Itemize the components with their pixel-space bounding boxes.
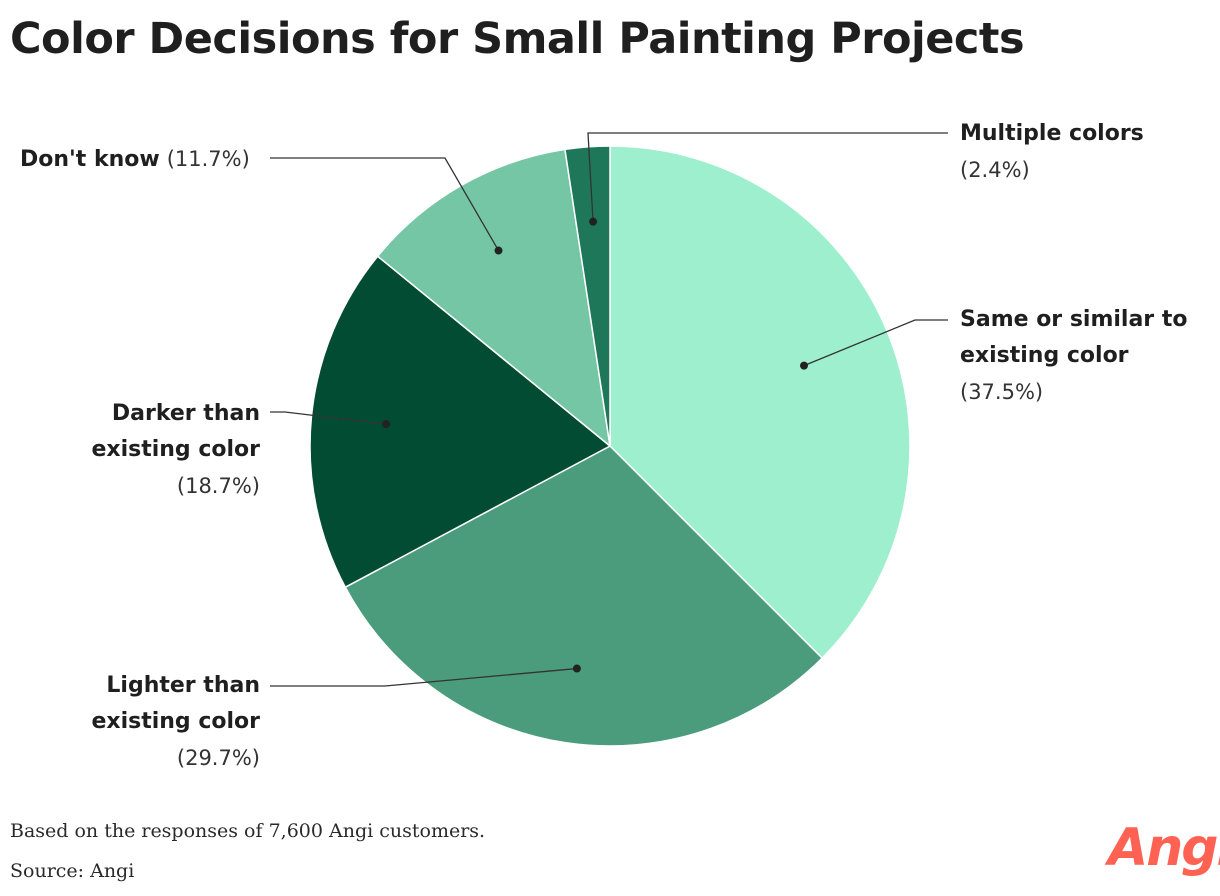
pie-slice-darker-than-existing-color xyxy=(309,255,612,589)
label-darker-line1: Darker than xyxy=(111,401,260,426)
label-multiple-pct: (2.4%) xyxy=(960,158,1030,182)
leader-dot xyxy=(494,246,503,255)
label-same-line2: existing color xyxy=(960,343,1129,368)
label-dontknow-pct: (11.7%) xyxy=(166,147,250,171)
label-multiple-name: Multiple colors xyxy=(960,121,1144,146)
label-dontknow-name: Don't know xyxy=(20,147,160,172)
leader-line xyxy=(270,157,500,251)
label-dont-know: Don't know (11.7%) xyxy=(20,141,250,178)
label-lighter-pct: (29.7%) xyxy=(176,746,260,770)
chart-title: Color Decisions for Small Painting Proje… xyxy=(10,14,1025,64)
leader-dot xyxy=(382,420,391,429)
leader-line xyxy=(803,319,948,367)
leader-line xyxy=(270,411,387,425)
label-same-pct: (37.5%) xyxy=(960,380,1044,404)
leader-line xyxy=(587,132,948,222)
footnote: Based on the responses of 7,600 Angi cus… xyxy=(10,820,486,842)
pie-slice-lighter-than-existing-color xyxy=(344,445,824,747)
pie-slice-multiple-colors xyxy=(564,145,611,447)
angi-logo: Angi xyxy=(1108,818,1220,878)
label-same-line1: Same or similar to xyxy=(960,307,1188,332)
label-multiple-colors: Multiple colors (2.4%) xyxy=(960,116,1144,189)
leader-line xyxy=(270,667,577,687)
source-note: Source: Angi xyxy=(10,860,135,882)
label-lighter-line1: Lighter than xyxy=(106,673,260,698)
label-darker: Darker than existing color (18.7%) xyxy=(20,396,260,505)
label-lighter: Lighter than existing color (29.7%) xyxy=(20,668,260,777)
label-darker-line2: existing color xyxy=(91,437,260,462)
label-same-similar: Same or similar to existing color (37.5%… xyxy=(960,302,1187,411)
label-lighter-line2: existing color xyxy=(91,709,260,734)
leader-dot xyxy=(800,361,809,370)
leader-dot xyxy=(589,217,598,226)
leader-dot xyxy=(572,664,581,673)
label-darker-pct: (18.7%) xyxy=(176,474,260,498)
